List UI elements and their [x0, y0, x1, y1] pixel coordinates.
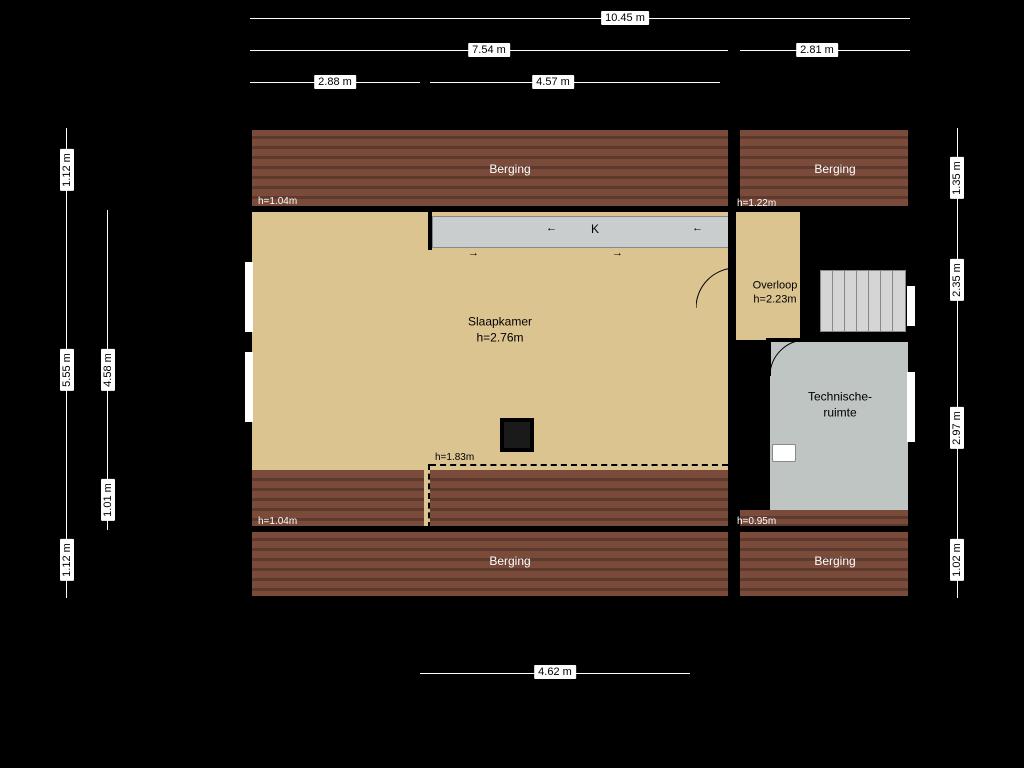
height-note: h=0.95m — [737, 516, 776, 527]
wall — [248, 596, 912, 600]
label-berging: Berging — [489, 554, 530, 570]
label-tech: Technische-ruimte — [808, 389, 872, 420]
dashed-boundary — [428, 464, 430, 528]
dim-label: 1.02 m — [950, 539, 964, 581]
dim-label: 1.35 m — [950, 157, 964, 199]
door-arc — [696, 268, 736, 308]
wardrobe-k — [432, 216, 730, 248]
floorplan: → → ← ← — [0, 0, 1024, 768]
dim-label: 2.81 m — [796, 43, 838, 57]
dim-label: 2.97 m — [950, 407, 964, 449]
dim-label: 1.12 m — [60, 539, 74, 581]
dim-label: 2.88 m — [314, 75, 356, 89]
dim-label: 4.58 m — [101, 349, 115, 391]
dim-label: 4.62 m — [534, 665, 576, 679]
room-name: Technische-ruimte — [808, 389, 872, 419]
label-overloop: Overloop h=2.23m — [753, 279, 798, 308]
chimney — [500, 418, 534, 452]
dim-label: 1.01 m — [101, 479, 115, 521]
dim-label: 1.12 m — [60, 149, 74, 191]
window — [245, 262, 253, 332]
dim-line — [250, 18, 910, 19]
height-note: h=1.04m — [258, 196, 297, 207]
dim-label: 5.55 m — [60, 349, 74, 391]
dashed-boundary — [430, 464, 728, 466]
arrow-icon: ← — [692, 222, 703, 234]
wall — [248, 126, 912, 130]
room-overloop — [730, 210, 800, 340]
fixture-toilet — [772, 444, 796, 462]
room-name: Overloop — [753, 280, 798, 292]
wall — [728, 126, 736, 600]
height-note: h=1.04m — [258, 516, 297, 527]
label-wardrobe: K — [591, 222, 599, 238]
height-note: h=1.22m — [737, 198, 776, 209]
arrow-icon: → — [468, 247, 479, 259]
dim-label: 10.45 m — [601, 11, 649, 25]
label-berging: Berging — [814, 162, 855, 178]
dim-label: 7.54 m — [468, 43, 510, 57]
dim-label: 4.57 m — [532, 75, 574, 89]
room-height: h=2.76m — [476, 330, 523, 344]
label-berging: Berging — [814, 554, 855, 570]
room-name: Slaapkamer — [468, 314, 532, 328]
dim-label: 2.35 m — [950, 259, 964, 301]
roof-bottom-mid2 — [430, 470, 728, 530]
wall — [248, 526, 912, 532]
label-slaapkamer: Slaapkamer h=2.76m — [468, 314, 532, 345]
window — [907, 372, 915, 442]
arrow-icon: ← — [546, 222, 557, 234]
window — [245, 352, 253, 422]
label-berging: Berging — [489, 162, 530, 178]
door-arc — [770, 340, 806, 376]
dim-line — [430, 82, 720, 83]
arrow-icon: → — [612, 247, 623, 259]
room-height: h=2.23m — [753, 294, 796, 306]
window — [907, 286, 915, 326]
staircase — [820, 270, 910, 330]
wall — [428, 210, 432, 250]
wall — [248, 206, 912, 212]
height-note: h=1.83m — [435, 452, 474, 463]
